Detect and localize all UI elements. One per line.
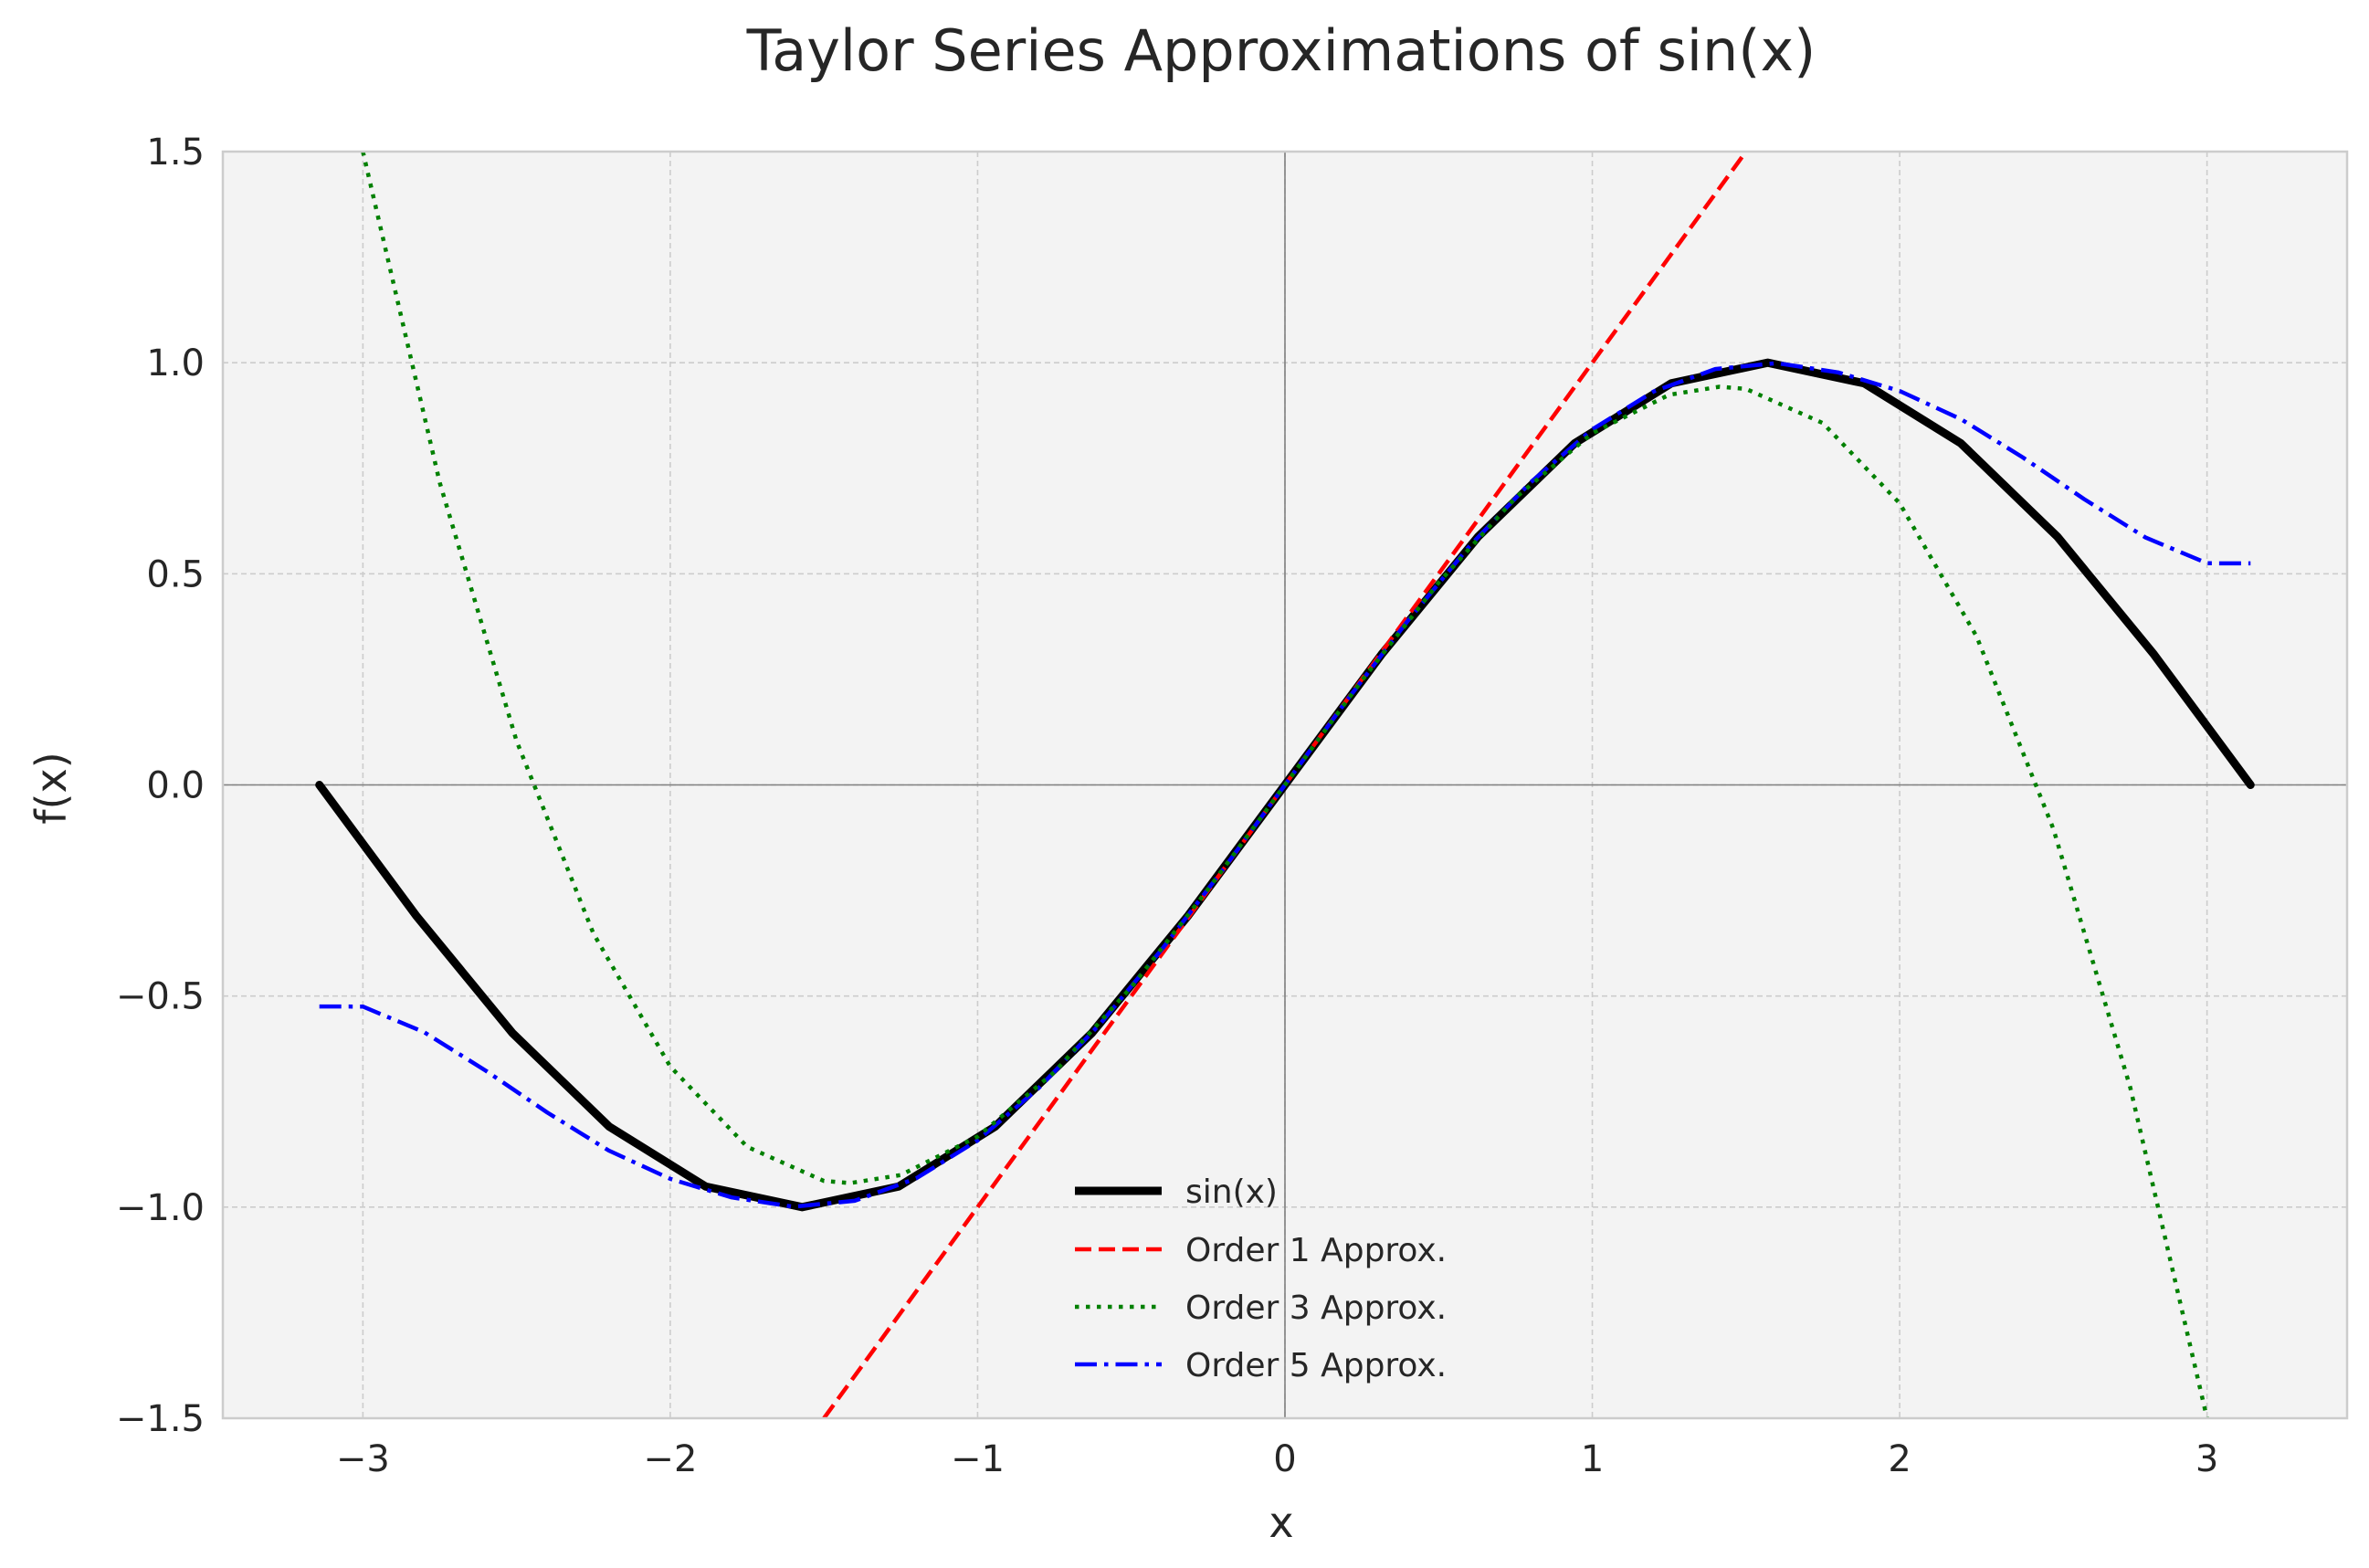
legend-label-order-5: Order 5 Approx.: [1185, 1347, 1447, 1384]
y-tick-labels: −1.5 −1.0 −0.5 0.0 0.5 1.0 1.5: [116, 132, 205, 1440]
legend: sin(x) Order 1 Approx. Order 3 Approx. O…: [1075, 1173, 1447, 1384]
x-tick-label: 3: [2195, 1438, 2218, 1480]
x-axis-label: x: [1269, 1498, 1293, 1547]
y-tick-label: −1.5: [116, 1398, 205, 1440]
y-axis-label: f(x): [26, 752, 76, 824]
x-tick-label: −1: [951, 1438, 1005, 1480]
x-tick-label: 0: [1273, 1438, 1296, 1480]
y-tick-label: −0.5: [116, 976, 205, 1018]
y-tick-label: 1.5: [146, 132, 205, 174]
series-layer: [315, 152, 2255, 1418]
legend-label-order-3: Order 3 Approx.: [1185, 1289, 1447, 1327]
x-tick-labels: −3 −2 −1 0 1 2 3: [336, 1438, 2218, 1480]
x-tick-label: 1: [1581, 1438, 1604, 1480]
legend-label-order-1: Order 1 Approx.: [1185, 1232, 1447, 1269]
y-tick-label: 0.5: [146, 553, 205, 595]
x-tick-label: −3: [336, 1438, 390, 1480]
y-tick-label: 0.0: [146, 765, 205, 807]
y-tick-label: −1.0: [116, 1187, 205, 1229]
legend-label-sin: sin(x): [1185, 1173, 1278, 1211]
x-tick-label: 2: [1888, 1438, 1911, 1480]
plot-frame: [221, 150, 2349, 1420]
y-tick-label: 1.0: [146, 342, 205, 384]
x-tick-label: −2: [643, 1438, 697, 1480]
chart-title: Taylor Series Approximations of sin(x): [746, 17, 1816, 84]
series-line-order-3: [361, 152, 2209, 1418]
